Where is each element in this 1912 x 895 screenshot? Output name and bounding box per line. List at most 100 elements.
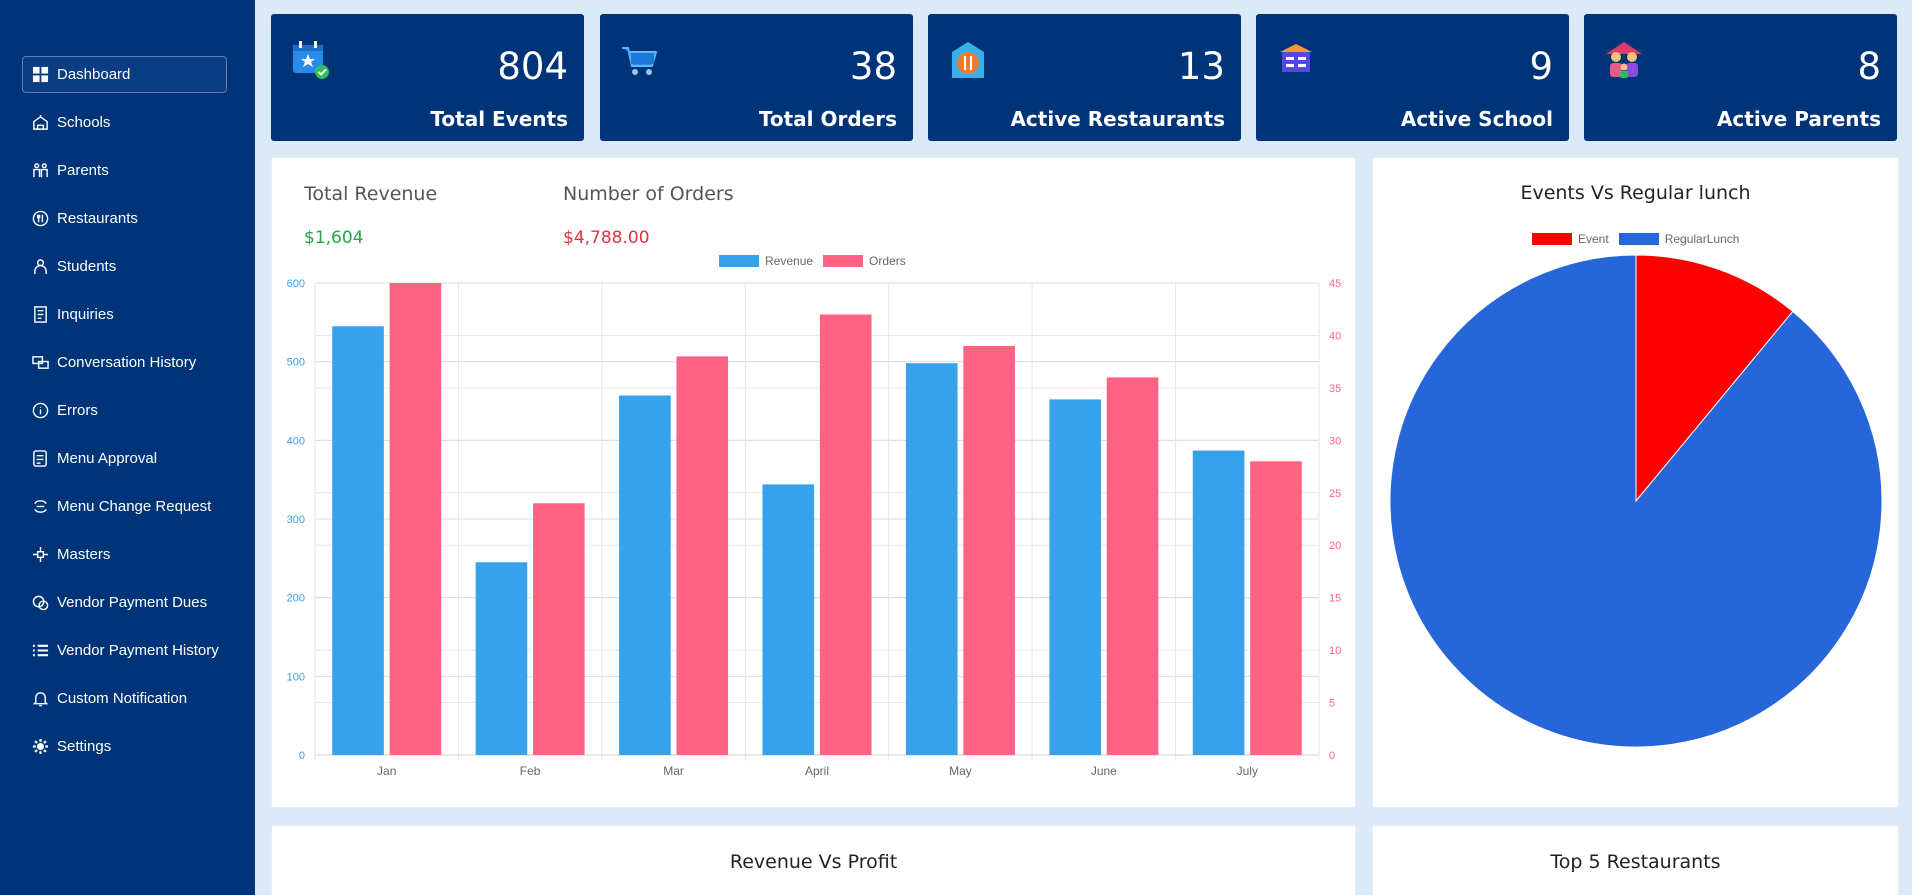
bar-revenue: [1192, 450, 1245, 755]
menu-approval-icon: [31, 450, 49, 468]
sidebar-item-label: Errors: [57, 402, 98, 419]
sidebar-item-parents[interactable]: Parents: [22, 152, 227, 189]
sidebar-nav: Dashboard Schools Parents Restaurants St…: [22, 56, 227, 776]
sidebar-item-label: Students: [57, 258, 117, 275]
legend-item-regular-lunch[interactable]: RegularLunch: [1618, 232, 1740, 246]
bar-orders: [533, 503, 585, 755]
y-left-tick-label: 500: [287, 357, 305, 369]
dashboard-icon: [31, 66, 49, 84]
bar-chart-legend: Revenue Orders: [719, 254, 916, 268]
legend-swatch: [823, 255, 864, 267]
y-right-tick-label: 35: [1329, 383, 1341, 395]
legend-label: Event: [1578, 232, 1609, 246]
stat-label: Active Parents: [1716, 107, 1881, 131]
sidebar-item-label: Conversation History: [57, 354, 197, 371]
stat-label: Total Orders: [758, 107, 897, 131]
revenue-orders-panel: Total Revenue $1,604 Number of Orders $4…: [271, 157, 1356, 808]
calendar-star-icon: [291, 40, 331, 80]
sidebar-item-label: Dashboard: [57, 66, 131, 83]
bar-orders: [963, 345, 1015, 755]
sidebar-item-label: Custom Notification: [57, 690, 188, 707]
conversation-icon: [31, 354, 49, 372]
sidebar-item-inquiries[interactable]: Inquiries: [22, 296, 227, 333]
sidebar-item-conversation-history[interactable]: Conversation History: [22, 344, 227, 381]
y-right-tick-label: 15: [1329, 593, 1341, 605]
legend-swatch: [719, 255, 759, 267]
sidebar-item-custom-notification[interactable]: Custom Notification: [22, 680, 227, 717]
bar-orders: [819, 314, 872, 755]
sidebar-item-vendor-payment-dues[interactable]: Vendor Payment Dues: [22, 584, 227, 621]
legend-item-orders[interactable]: Orders: [823, 254, 906, 268]
pie-chart-legend: Event RegularLunch: [1532, 232, 1749, 246]
orders-value: $4,788.00: [563, 228, 650, 248]
sidebar-item-label: Inquiries: [57, 306, 114, 323]
total-revenue-label: Total Revenue: [304, 183, 438, 205]
revenue-vs-profit-title: Revenue Vs Profit: [729, 851, 898, 873]
x-tick-label: July: [1237, 764, 1258, 778]
bar-revenue: [905, 363, 958, 755]
sidebar-item-label: Vendor Payment History: [57, 642, 219, 659]
sidebar-item-label: Settings: [57, 738, 112, 755]
y-right-tick-label: 25: [1329, 488, 1341, 500]
stat-card-total-orders[interactable]: 38 Total Orders: [600, 14, 913, 141]
stat-card-active-school[interactable]: 9 Active School: [1256, 14, 1569, 141]
stat-label: Active Restaurants: [1010, 107, 1225, 131]
sidebar-item-restaurants[interactable]: Restaurants: [22, 200, 227, 237]
legend-label: RegularLunch: [1664, 232, 1740, 246]
sidebar-item-label: Parents: [57, 162, 109, 179]
sidebar-item-label: Schools: [57, 114, 111, 131]
orders-label: Number of Orders: [563, 183, 734, 205]
sidebar-item-label: Menu Approval: [57, 450, 158, 467]
y-right-tick-label: 40: [1329, 330, 1341, 342]
sidebar-item-menu-approval[interactable]: Menu Approval: [22, 440, 227, 477]
stat-label: Active School: [1400, 107, 1553, 131]
bar-revenue: [332, 326, 384, 755]
total-revenue-value: $1,604: [304, 228, 364, 248]
events-vs-lunch-panel: Events Vs Regular lunch Event RegularLun…: [1372, 157, 1899, 808]
events-vs-lunch-pie-chart: [1389, 254, 1883, 748]
restaurant-building-icon: [948, 40, 988, 80]
stat-card-total-events[interactable]: 804 Total Events: [271, 14, 584, 141]
stat-card-active-restaurants[interactable]: 13 Active Restaurants: [928, 14, 1241, 141]
y-right-tick-label: 5: [1329, 698, 1335, 710]
legend-item-revenue[interactable]: Revenue: [719, 254, 813, 268]
y-left-tick-label: 600: [287, 278, 305, 290]
bar-revenue: [619, 395, 671, 755]
school-building-icon: [1276, 40, 1316, 80]
legend-item-event[interactable]: Event: [1532, 232, 1609, 246]
parents-icon: [31, 162, 49, 180]
y-right-tick-label: 0: [1329, 750, 1335, 762]
pie-chart-title: Events Vs Regular lunch: [1520, 182, 1751, 204]
stat-card-active-parents[interactable]: 8 Active Parents: [1584, 14, 1897, 141]
y-right-tick-label: 45: [1329, 278, 1341, 290]
legend-swatch: [1618, 233, 1659, 245]
masters-icon: [31, 546, 49, 564]
sidebar-item-masters[interactable]: Masters: [22, 536, 227, 573]
y-right-tick-label: 10: [1329, 645, 1341, 657]
x-tick-label: Jan: [377, 764, 396, 778]
sidebar-item-settings[interactable]: Settings: [22, 728, 227, 765]
sidebar-item-errors[interactable]: Errors: [22, 392, 227, 429]
sidebar-item-label: Masters: [57, 546, 111, 563]
cart-icon: [620, 40, 660, 80]
sidebar-item-dashboard[interactable]: Dashboard: [22, 56, 227, 93]
list-icon: [31, 642, 49, 660]
sidebar-item-menu-change-request[interactable]: Menu Change Request: [22, 488, 227, 525]
y-left-tick-label: 0: [299, 750, 305, 762]
error-info-icon: [31, 402, 49, 420]
sidebar-item-schools[interactable]: Schools: [22, 104, 227, 141]
sidebar-item-label: Vendor Payment Dues: [57, 594, 208, 611]
change-request-icon: [31, 498, 49, 516]
bar-orders: [1250, 461, 1302, 755]
stat-value: 38: [849, 45, 897, 88]
sidebar-item-vendor-payment-history[interactable]: Vendor Payment History: [22, 632, 227, 669]
pie-slice-event: [1635, 254, 1794, 503]
bar-revenue: [1049, 399, 1101, 755]
y-right-tick-label: 30: [1329, 435, 1341, 447]
y-left-tick-label: 200: [287, 593, 305, 605]
revenue-orders-bar-chart: 0 100 200 300 400 500 600 0 5 10 15 20 25 30 35 40 45 Jan…: [287, 278, 1342, 778]
x-tick-label: April: [805, 764, 829, 778]
sidebar-item-students[interactable]: Students: [22, 248, 227, 285]
stat-value: 13: [1177, 45, 1225, 88]
sidebar: Dashboard Schools Parents Restaurants St…: [0, 0, 255, 895]
